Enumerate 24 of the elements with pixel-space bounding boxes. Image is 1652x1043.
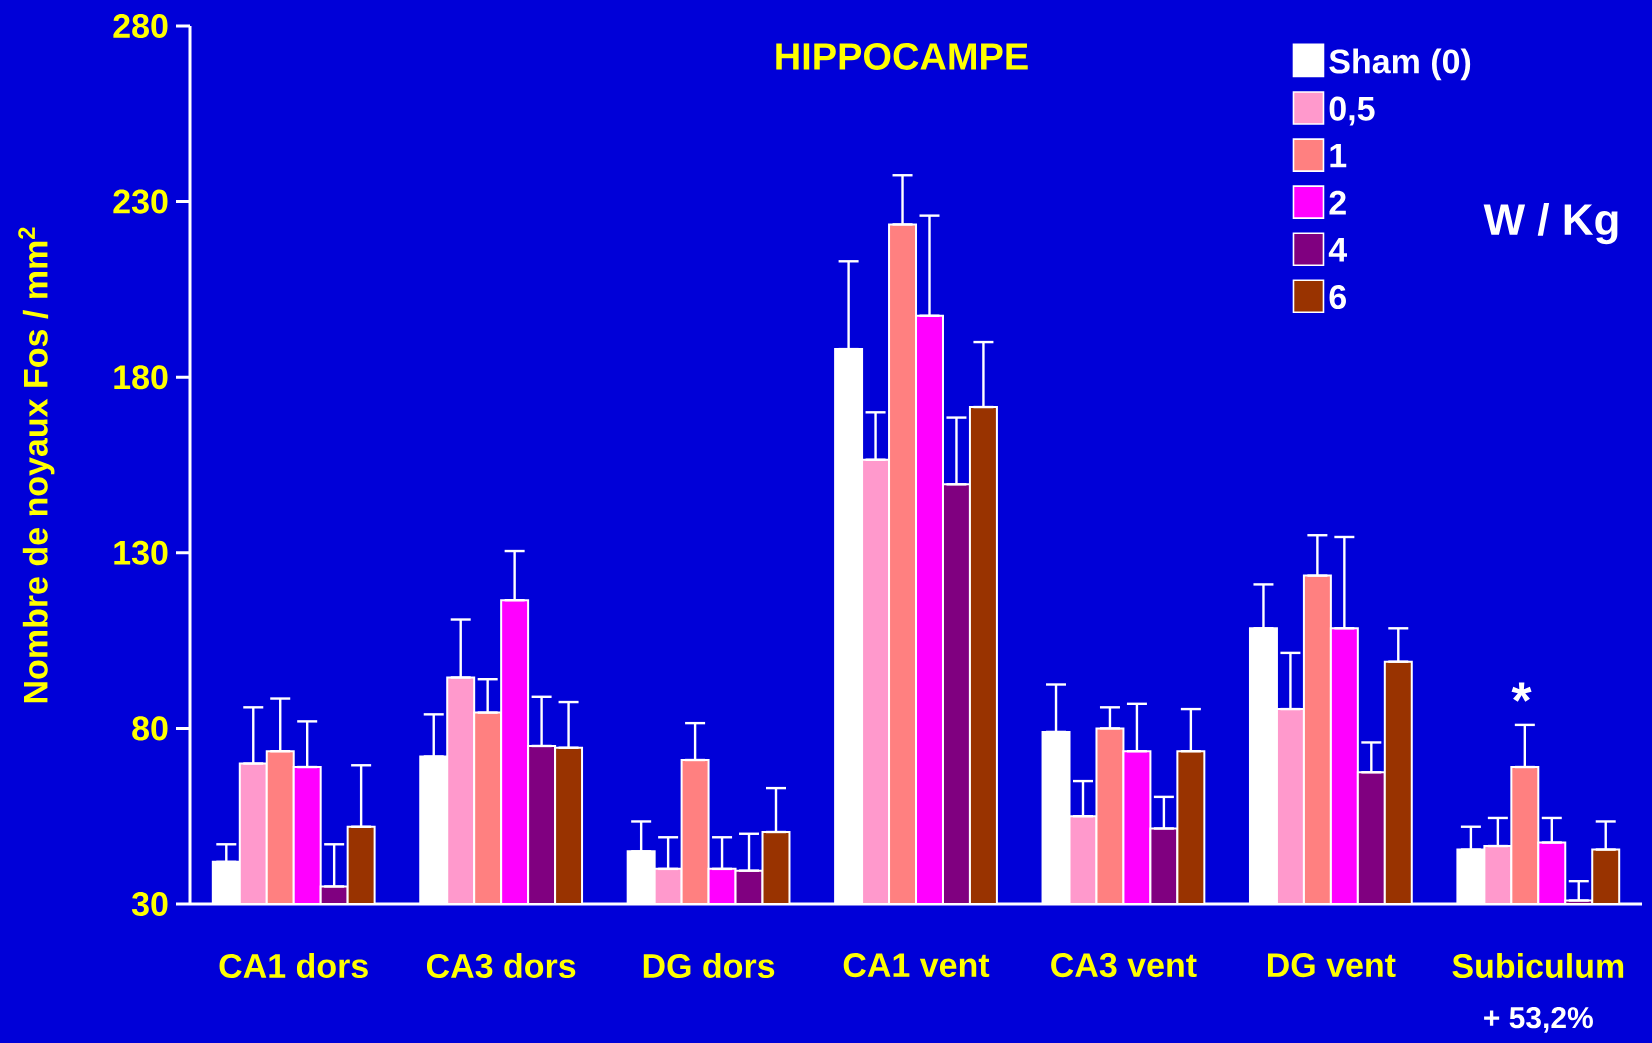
legend-label: 2 xyxy=(1329,190,1346,215)
text: + 53,2% xyxy=(1484,1007,1593,1033)
x-tick-label: Subiculum xyxy=(1452,953,1624,979)
x-tick-label: CA3 dors xyxy=(426,953,576,979)
x-tick-label: DG vent xyxy=(1267,953,1396,978)
legend-label: 6 xyxy=(1329,284,1346,310)
y-tick-label: 130 xyxy=(114,540,168,565)
y-tick-label: 30 xyxy=(131,891,168,917)
y-tick-label: 80 xyxy=(132,716,168,741)
legend-label: 0,5 xyxy=(1329,96,1375,126)
annotation: * xyxy=(1511,682,1532,702)
legend-label: 4 xyxy=(1328,238,1348,262)
x-tick-label: CA3 vent xyxy=(1051,953,1197,978)
y-tick-label: 280 xyxy=(113,13,168,39)
legend-label: Sham (0) xyxy=(1329,48,1471,81)
annotation: W / Kg xyxy=(1483,202,1618,245)
x-tick-label: CA1 dors xyxy=(219,953,368,979)
chart-title: HIPPOCAMPE xyxy=(776,42,1028,70)
y-tick-label: 230 xyxy=(113,189,168,214)
x-tick-label: CA1 vent xyxy=(843,953,990,978)
legend-label: 1 xyxy=(1330,143,1347,168)
x-tick-label: DG dors xyxy=(643,953,775,979)
y-axis-title: Nombre de noyaux Fos / mm$^{2}$ xyxy=(18,227,55,703)
y-tick-label: 180 xyxy=(114,365,168,390)
